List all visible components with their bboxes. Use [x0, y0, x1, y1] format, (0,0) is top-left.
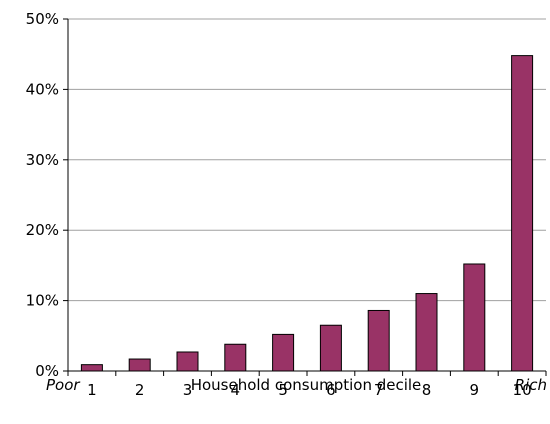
x-tick-label: 3	[183, 381, 193, 399]
x-tick-label: 6	[326, 381, 336, 399]
y-tick-label: 10%	[26, 292, 59, 310]
x-tick-labels: 1 2 3 4 5 6 7 8 9 10	[87, 381, 532, 399]
bar-decile-9	[463, 263, 486, 372]
x-axis-label: Household consumption decile	[191, 376, 422, 394]
bar-decile-4	[224, 343, 247, 372]
x-tick-label: 9	[470, 381, 480, 399]
x-tick-label: 7	[374, 381, 384, 399]
x-tick-label: 1	[87, 381, 97, 399]
x-left-note: Poor	[46, 376, 80, 394]
axes	[63, 18, 547, 376]
y-tick-label: 50%	[26, 10, 59, 28]
bar-decile-5	[272, 333, 295, 372]
bar-decile-3	[176, 351, 199, 372]
gridlines	[68, 18, 546, 302]
y-tick-label: 30%	[26, 151, 59, 169]
x-tick-label: 8	[422, 381, 432, 399]
bar-decile-2	[128, 358, 151, 372]
x-tick-label: 10	[513, 381, 532, 399]
bar-decile-8	[415, 293, 438, 372]
bar-decile-7	[367, 309, 390, 372]
x-tick-label: 2	[135, 381, 145, 399]
y-tick-label: 40%	[26, 80, 59, 98]
x-tick-label: 5	[278, 381, 288, 399]
bar-decile-10	[511, 55, 534, 372]
x-tick-label: 4	[231, 381, 241, 399]
y-tick-label: 20%	[26, 221, 59, 239]
y-tick-label: 0%	[35, 362, 59, 380]
bar-decile-6	[319, 324, 342, 372]
x-right-note: Rich	[515, 376, 547, 394]
y-tick-labels: 0% 10% 20% 30% 40% 50%	[26, 10, 59, 380]
bars	[80, 55, 534, 372]
bar-decile-1	[80, 364, 103, 372]
